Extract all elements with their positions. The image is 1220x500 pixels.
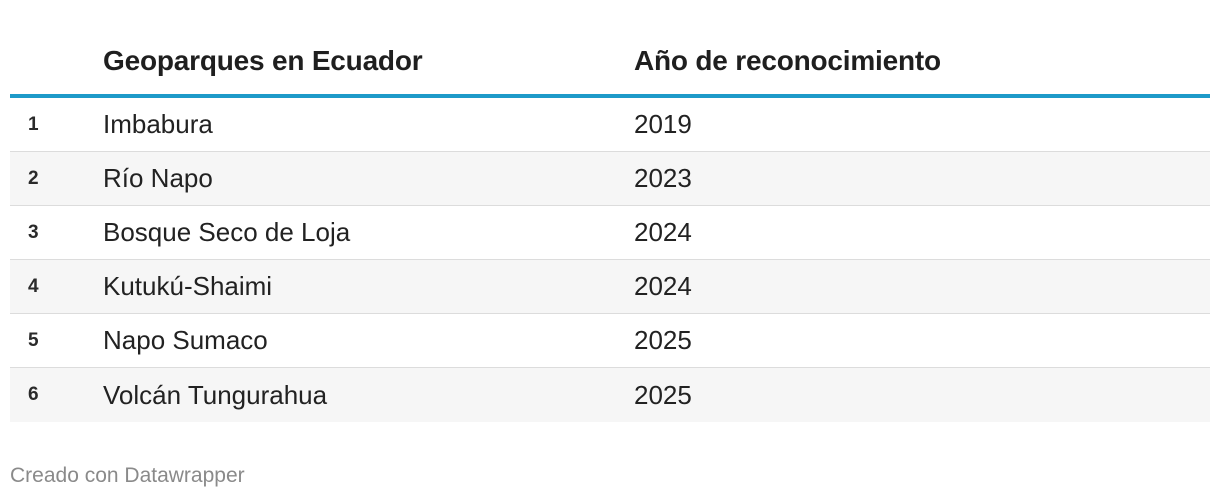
row-year: 2025: [634, 325, 692, 355]
table-header: Geoparques en Ecuador Año de reconocimie…: [10, 28, 1210, 98]
row-name: Volcán Tungurahua: [103, 379, 328, 410]
row-rank: 6: [28, 384, 39, 405]
table-row: 3 Bosque Seco de Loja 2024: [10, 206, 1210, 260]
row-name: Río Napo: [103, 163, 213, 193]
row-rank: 4: [28, 275, 39, 297]
row-year: 2019: [634, 109, 692, 139]
datawrapper-credit[interactable]: Creado con Datawrapper: [10, 464, 245, 487]
row-name: Imbabura: [103, 109, 213, 139]
table-row: 4 Kutukú-Shaimi 2024: [10, 260, 1210, 314]
row-rank: 3: [28, 221, 39, 243]
row-rank: 5: [28, 329, 39, 351]
row-name: Bosque Seco de Loja: [103, 217, 351, 247]
row-name: Kutukú-Shaimi: [103, 271, 273, 301]
header-geoparques: Geoparques en Ecuador: [103, 45, 423, 76]
table-row: 1 Imbabura 2019: [10, 98, 1210, 152]
row-year: 2024: [634, 217, 692, 247]
table-row: 2 Río Napo 2023: [10, 152, 1210, 206]
row-year: 2025: [634, 379, 692, 410]
row-rank: 2: [28, 167, 39, 189]
table-row: 5 Napo Sumaco 2025: [10, 314, 1210, 368]
row-year: 2024: [634, 271, 692, 301]
header-anio: Año de reconocimiento: [634, 45, 941, 76]
row-year: 2023: [634, 163, 692, 193]
table-row: 6 Volcán Tungurahua 2025: [10, 368, 1210, 422]
data-table: Geoparques en Ecuador Año de reconocimie…: [10, 28, 1210, 422]
row-rank: 1: [28, 113, 39, 135]
row-name: Napo Sumaco: [103, 325, 268, 355]
